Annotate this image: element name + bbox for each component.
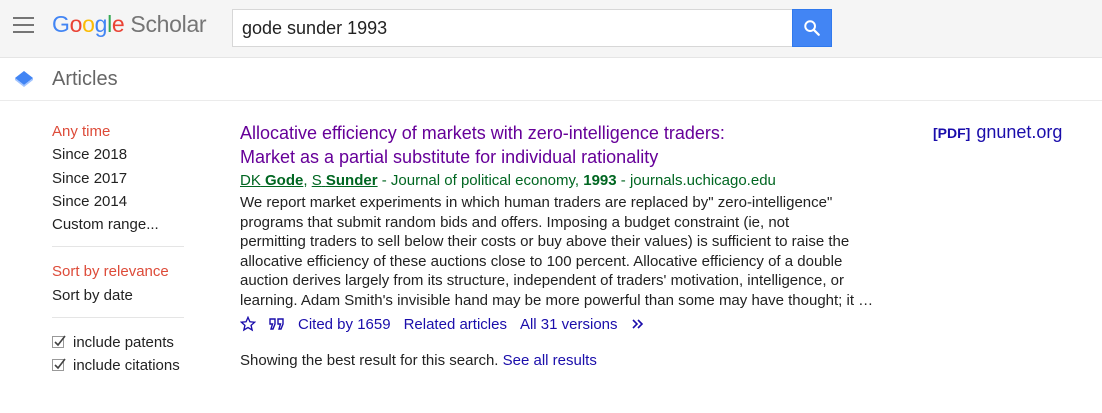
best-result-message: Showing the best result for this search.…	[240, 352, 597, 369]
more-options-button[interactable]	[631, 318, 647, 330]
filter-sidebar: Any time Since 2018 Since 2017 Since 201…	[52, 120, 184, 377]
include-patents-checkbox[interactable]: include patents	[52, 331, 184, 354]
checkbox-checked-icon	[52, 335, 66, 348]
see-all-results-link[interactable]: See all results	[502, 352, 597, 369]
checkbox-checked-icon	[52, 358, 66, 371]
double-chevron-right-icon	[631, 319, 643, 329]
hamburger-menu-icon[interactable]	[13, 17, 34, 33]
result-actions: Cited by 1659 Related articles All 31 ve…	[240, 313, 905, 335]
articles-label: Articles	[52, 68, 118, 90]
filter-custom-range[interactable]: Custom range...	[52, 216, 159, 234]
top-header: Google Scholar	[0, 0, 1102, 58]
search-result: Allocative efficiency of markets with ze…	[240, 122, 905, 335]
result-authors-line: DK Gode, S Sunder - Journal of political…	[240, 172, 776, 189]
search-icon	[804, 20, 820, 36]
pdf-domain: gnunet.org	[976, 122, 1063, 142]
filter-since-2018[interactable]: Since 2018	[52, 146, 128, 164]
pdf-tag: [PDF]	[933, 125, 971, 141]
cite-button[interactable]	[269, 317, 285, 331]
result-snippet: We report market experiments in which hu…	[240, 194, 874, 309]
logo-scholar-text: Scholar	[130, 11, 207, 37]
save-star-button[interactable]	[240, 316, 256, 332]
result-title-link[interactable]: Allocative efficiency of markets with ze…	[240, 123, 725, 167]
sidebar-divider	[52, 317, 184, 319]
search-button[interactable]	[792, 9, 832, 47]
filter-since-2017[interactable]: Since 2017	[52, 169, 128, 187]
include-citations-checkbox[interactable]: include citations	[52, 354, 184, 377]
include-citations-label: include citations	[73, 357, 180, 375]
author-gode-link[interactable]: DK Gode	[240, 172, 304, 189]
articles-bar: Articles	[0, 59, 1102, 101]
all-versions-link[interactable]: All 31 versions	[519, 315, 618, 333]
sidebar-divider	[52, 246, 184, 248]
cited-by-link[interactable]: Cited by 1659	[298, 315, 391, 333]
star-icon	[240, 316, 256, 332]
google-scholar-logo[interactable]: Google Scholar	[52, 11, 207, 37]
filter-since-2014[interactable]: Since 2014	[52, 192, 128, 210]
pdf-link[interactable]: [PDF] gnunet.org	[933, 122, 1062, 143]
filter-any-time[interactable]: Any time	[52, 123, 111, 140]
author-sunder-link[interactable]: S Sunder	[311, 172, 378, 189]
scholar-cap-icon	[15, 71, 33, 87]
search-input[interactable]	[232, 9, 793, 47]
include-patents-label: include patents	[73, 334, 174, 352]
quote-icon	[269, 318, 284, 330]
related-articles-link[interactable]: Related articles	[403, 315, 507, 333]
sort-by-relevance[interactable]: Sort by relevance	[52, 263, 169, 281]
sort-by-date[interactable]: Sort by date	[52, 286, 133, 304]
